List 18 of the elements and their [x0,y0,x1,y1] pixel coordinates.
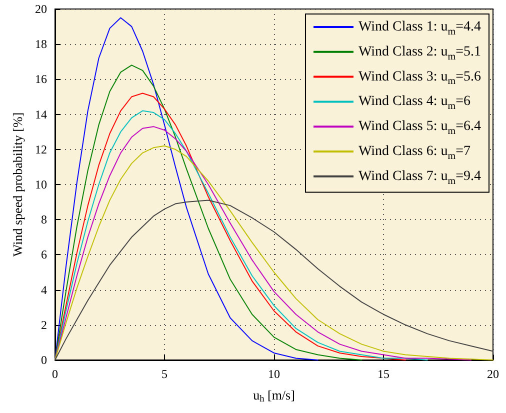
y-tick-label: 4 [41,282,47,297]
x-tick-label: 15 [378,367,390,381]
y-tick-label: 8 [41,212,47,227]
y-tick-label: 20 [35,2,47,16]
x-tick-label: 5 [162,367,168,381]
y-axis-title: Wind speed probability [%] [10,112,26,257]
line-series [54,17,318,360]
y-tick-label: 18 [35,37,47,52]
x-tick-label: 0 [52,367,58,381]
y-tick-label: 14 [35,107,47,122]
y-tick-label: 10 [35,178,47,192]
x-tick-label: 20 [487,367,499,381]
y-tick-label: 16 [35,72,47,86]
y-tick-label: 0 [41,353,47,367]
y-tick-label: 6 [41,248,47,262]
y-tick-label: 12 [35,142,47,156]
y-tick-label: 2 [41,318,47,332]
x-tick-label: 10 [268,367,280,381]
